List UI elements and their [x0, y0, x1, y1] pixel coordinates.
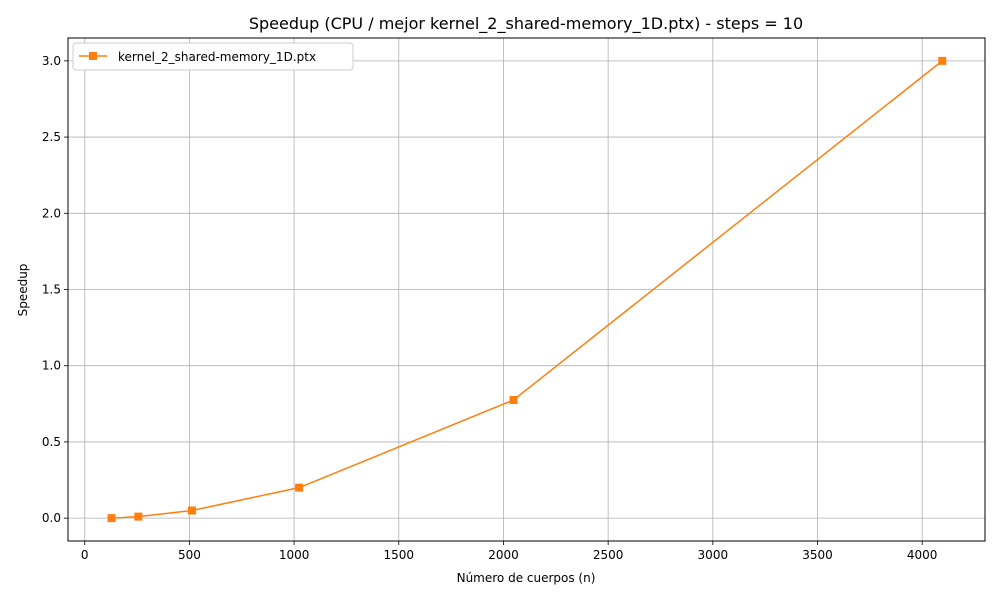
- y-tick-label: 1.0: [42, 359, 61, 373]
- data-point-marker: [938, 56, 947, 65]
- x-tick-label: 1500: [384, 548, 415, 562]
- grid-lines: [68, 38, 985, 541]
- y-tick-label: 2.5: [42, 130, 61, 144]
- legend-label: kernel_2_shared-memory_1D.ptx: [118, 50, 316, 64]
- chart-title: Speedup (CPU / mejor kernel_2_shared-mem…: [249, 14, 803, 34]
- data-point-marker: [295, 483, 304, 492]
- x-tick-label: 4000: [907, 548, 938, 562]
- x-tick-label: 2000: [488, 548, 519, 562]
- y-tick-label: 0.5: [42, 435, 61, 449]
- y-tick-label: 3.0: [42, 54, 61, 68]
- x-tick-label: 3500: [802, 548, 833, 562]
- x-tick-label: 3000: [698, 548, 729, 562]
- x-tick-label: 2500: [593, 548, 624, 562]
- x-tick-label: 1000: [279, 548, 310, 562]
- data-point-marker: [134, 512, 143, 521]
- series-line: [111, 60, 943, 519]
- y-axis-label: Speedup: [16, 264, 30, 317]
- data-point-marker: [509, 396, 518, 405]
- y-tick-label: 1.5: [42, 283, 61, 297]
- legend-marker: [89, 52, 97, 60]
- legend-box: [72, 42, 354, 71]
- y-tick-label: 2.0: [42, 206, 61, 220]
- x-tick-label: 500: [178, 548, 201, 562]
- data-point-marker: [187, 506, 196, 515]
- y-tick-label: 0.0: [42, 511, 61, 525]
- x-tick-label: 0: [81, 548, 89, 562]
- axis-ticks: 0 500 1000 1500 2000 2500 3000 3500 4000 0.0 0.5 1.…: [42, 54, 938, 562]
- data-point-marker: [107, 514, 116, 523]
- legend: kernel_2_shared-memory_1D.ptx: [72, 42, 354, 71]
- x-axis-label: Número de cuerpos (n): [457, 571, 596, 585]
- series-lines: [107, 56, 947, 523]
